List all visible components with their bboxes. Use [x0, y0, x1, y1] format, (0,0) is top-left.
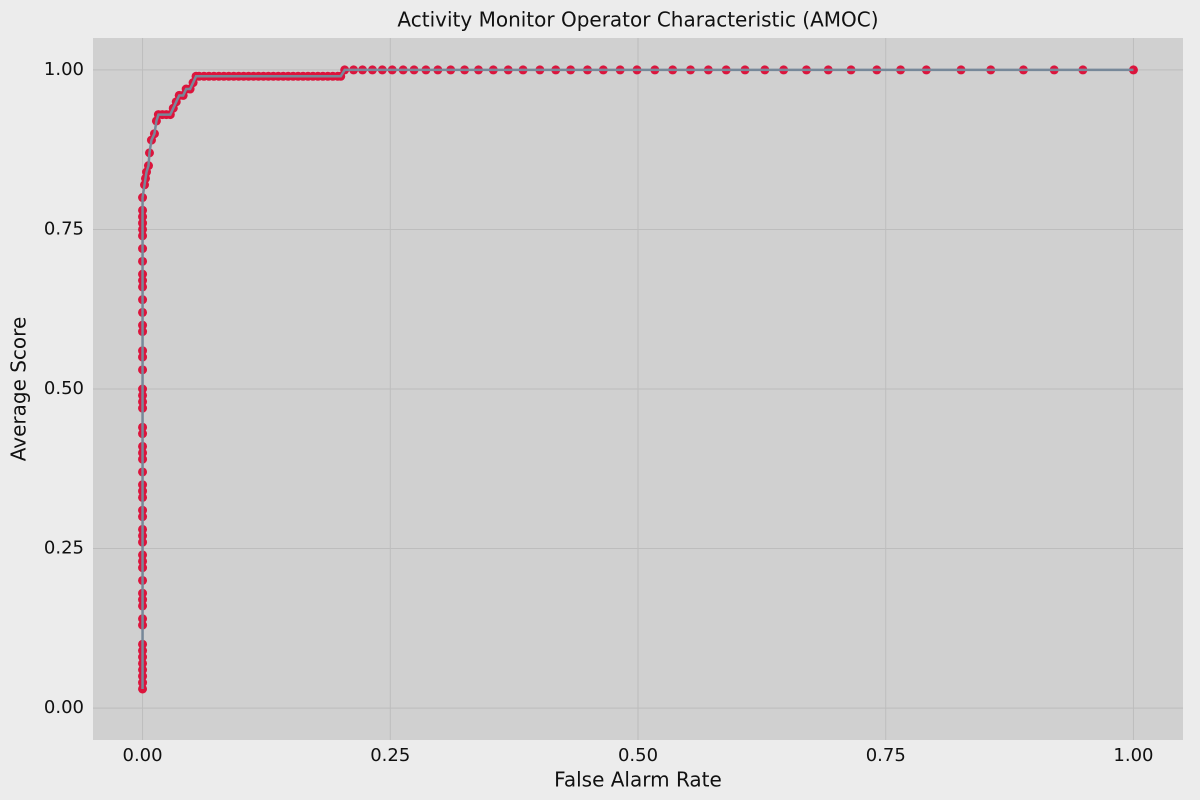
- y-tick-label: 0.25: [44, 538, 84, 559]
- x-tick-label: 0.50: [618, 745, 658, 766]
- x-tick-label: 0.25: [370, 745, 410, 766]
- y-axis-label: Average Score: [7, 317, 31, 462]
- point: [1128, 65, 1138, 75]
- x-tick-label: 0.00: [123, 745, 163, 766]
- x-tick-label: 0.75: [866, 745, 906, 766]
- x-tick-label: 1.00: [1113, 745, 1153, 766]
- line: [141, 68, 1134, 689]
- chart-title: Activity Monitor Operator Characteristic…: [397, 8, 878, 32]
- y-tick-label: 0.50: [44, 378, 84, 399]
- y-tick-label: 0.00: [44, 697, 84, 718]
- y-tick-label: 0.75: [44, 218, 84, 239]
- y-tick-label: 1.00: [44, 59, 84, 80]
- x-axis-label: False Alarm Rate: [554, 768, 722, 792]
